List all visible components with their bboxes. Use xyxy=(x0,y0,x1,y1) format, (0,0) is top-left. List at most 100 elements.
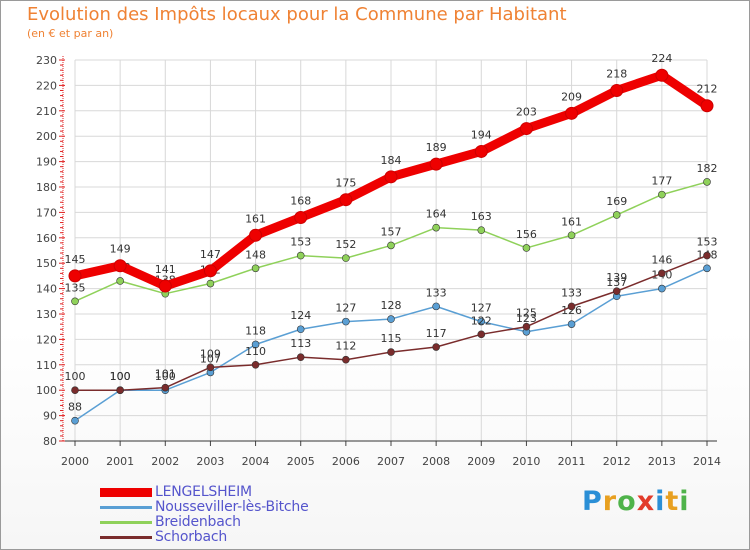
data-label: 147 xyxy=(200,248,221,261)
legend-swatch xyxy=(100,536,152,539)
data-point xyxy=(655,68,669,82)
data-point xyxy=(429,157,443,171)
x-tick-label: 2010 xyxy=(512,455,540,468)
data-point xyxy=(251,340,260,349)
data-point xyxy=(342,355,350,364)
proxiti-logo[interactable]: Proxiti xyxy=(582,486,690,517)
legend-item[interactable]: LENGELSHEIM xyxy=(100,484,360,500)
x-tick-label: 2012 xyxy=(603,455,631,468)
x-tick-label: 2004 xyxy=(242,455,270,468)
data-point xyxy=(71,416,79,425)
x-tick-label: 2005 xyxy=(287,455,315,468)
legend-item[interactable]: Nousseviller-lès-Bitche xyxy=(100,499,360,515)
data-label: 145 xyxy=(65,253,86,266)
data-label: 124 xyxy=(290,309,311,322)
data-point xyxy=(387,315,395,323)
data-label: 137 xyxy=(606,276,627,289)
data-point xyxy=(567,320,576,328)
data-point xyxy=(477,330,486,339)
legend: LENGELSHEIM Nousseviller-lès-Bitche Brei… xyxy=(100,484,360,545)
data-label: 122 xyxy=(471,314,492,327)
data-point xyxy=(567,231,576,240)
y-tick-label: 170 xyxy=(36,206,57,219)
data-point xyxy=(251,360,260,369)
y-tick-label: 200 xyxy=(36,130,57,143)
data-point xyxy=(296,251,305,260)
data-label: 148 xyxy=(245,248,266,261)
y-tick-label: 190 xyxy=(36,156,57,169)
data-label: 189 xyxy=(426,141,447,154)
legend-label: LENGELSHEIM xyxy=(155,484,252,500)
grid-lines xyxy=(74,59,708,442)
y-tick-label: 160 xyxy=(36,232,57,245)
data-label: 133 xyxy=(561,286,582,299)
y-tick-label: 120 xyxy=(36,333,57,346)
x-tick-label: 2008 xyxy=(422,455,450,468)
data-point xyxy=(206,279,215,288)
data-label: 125 xyxy=(516,307,537,320)
data-point xyxy=(703,251,711,260)
data-label: 182 xyxy=(697,162,718,175)
chart-subtitle: (en € et par an) xyxy=(27,27,114,40)
data-label: 153 xyxy=(697,236,718,249)
data-label: 88 xyxy=(68,401,82,414)
data-label: 128 xyxy=(381,299,402,312)
x-tick-label: 2013 xyxy=(648,455,676,468)
x-tick-label: 2003 xyxy=(196,455,224,468)
data-point xyxy=(296,325,305,334)
data-label: 218 xyxy=(606,67,627,80)
x-tick-label: 2011 xyxy=(558,455,586,468)
data-label: 177 xyxy=(651,175,672,188)
y-tick-label: 230 xyxy=(36,54,57,67)
legend-label: Schorbach xyxy=(155,529,228,545)
data-point xyxy=(658,284,666,293)
data-point xyxy=(71,297,79,306)
data-label: 184 xyxy=(381,154,402,167)
logo-letter: r xyxy=(602,486,618,517)
x-tick-label: 2002 xyxy=(151,455,179,468)
legend-swatch xyxy=(100,488,152,497)
data-label: 112 xyxy=(335,340,356,353)
data-point xyxy=(610,83,624,97)
y-tick-label: 210 xyxy=(36,105,57,118)
series-lengelsheim: 145 149 141 147 161 168 175 184 189 194 203 209 218 2… xyxy=(65,52,718,293)
data-point xyxy=(522,322,531,331)
legend-item[interactable]: Schorbach xyxy=(100,529,360,545)
logo-letter: o xyxy=(617,486,637,517)
legend-swatch xyxy=(100,506,152,509)
data-point xyxy=(206,363,215,372)
data-label: 156 xyxy=(516,228,537,241)
x-tick-label: 2006 xyxy=(332,455,360,468)
data-point xyxy=(249,228,263,242)
x-tick-label: 2007 xyxy=(377,455,405,468)
data-label: 100 xyxy=(110,370,131,383)
legend-swatch xyxy=(100,521,152,524)
data-point xyxy=(565,106,579,120)
x-tick-label: 2009 xyxy=(467,455,495,468)
data-point xyxy=(116,386,124,395)
data-point xyxy=(387,348,395,356)
data-point xyxy=(294,210,308,224)
legend-label: Breidenbach xyxy=(155,514,241,530)
data-point xyxy=(432,223,440,232)
logo-letter: i xyxy=(679,486,690,517)
data-point xyxy=(477,317,486,326)
y-tick-label: 110 xyxy=(36,359,57,372)
data-label: 100 xyxy=(65,370,86,383)
legend-item[interactable]: Breidenbach xyxy=(100,514,360,530)
data-point xyxy=(161,383,170,392)
data-label: 175 xyxy=(335,177,356,190)
data-label: 194 xyxy=(471,128,492,141)
data-label: 224 xyxy=(651,52,672,65)
data-point xyxy=(522,244,531,252)
data-label: 127 xyxy=(471,302,492,315)
data-label: 139 xyxy=(606,271,627,284)
data-point xyxy=(116,277,124,285)
data-label: 169 xyxy=(606,195,627,208)
data-point xyxy=(387,241,395,250)
data-point xyxy=(342,254,350,262)
data-label: 115 xyxy=(381,332,402,345)
data-point xyxy=(432,302,440,311)
